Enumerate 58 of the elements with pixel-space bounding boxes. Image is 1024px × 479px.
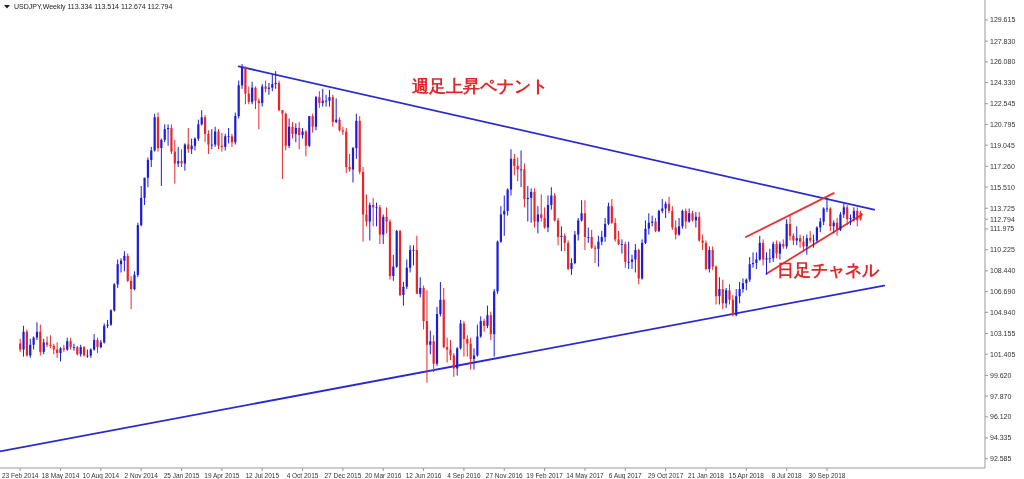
candlestick: [765, 251, 768, 276]
annotation: 日足チャネル: [777, 261, 880, 281]
candlestick: [217, 128, 220, 150]
candlestick: [294, 122, 297, 143]
candlestick: [382, 213, 385, 245]
candlestick: [768, 248, 771, 264]
candlestick: [530, 187, 533, 224]
candlestick: [708, 245, 711, 274]
candlestick: [698, 211, 701, 243]
candlestick: [536, 205, 539, 234]
candlestick: [177, 146, 180, 168]
candlestick: [368, 202, 371, 242]
candlestick: [627, 241, 630, 270]
candlestick: [587, 226, 590, 244]
candlestick: [718, 276, 721, 305]
candlestick: [483, 318, 486, 333]
candlestick: [35, 321, 39, 341]
candlestick: [375, 202, 378, 227]
candlestick: [630, 254, 634, 270]
candlestick: [22, 325, 25, 358]
candlestick: [116, 258, 119, 289]
candlestick: [452, 352, 455, 378]
candlestick: [624, 241, 627, 269]
candlestick: [425, 289, 429, 384]
candlestick: [62, 344, 65, 353]
candlestick: [123, 250, 126, 272]
candlestick: [311, 113, 314, 134]
candlestick: [214, 126, 217, 148]
candlestick: [540, 193, 543, 223]
candlestick: [795, 225, 798, 246]
candlestick: [429, 330, 432, 355]
candlestick: [748, 256, 751, 283]
candlestick: [324, 94, 328, 108]
candlestick: [203, 114, 207, 143]
candlestick: [45, 335, 49, 348]
candlestick: [72, 343, 76, 352]
candlestick: [583, 199, 587, 251]
candlestick: [486, 305, 489, 329]
candlestick: [684, 208, 687, 230]
candlestick: [725, 287, 728, 309]
candlestick: [412, 244, 415, 266]
candlestick: [674, 219, 677, 240]
candlestick: [39, 324, 42, 356]
candlestick: [735, 288, 738, 317]
candlestick: [489, 311, 492, 341]
candlestick: [772, 241, 775, 263]
candlestick: [261, 83, 264, 108]
candlestick: [610, 198, 613, 225]
candlestick: [230, 133, 234, 148]
candlestick: [419, 276, 422, 298]
candlestick: [432, 334, 435, 373]
candlestick: [721, 279, 724, 310]
annotation: 週足上昇ペナント: [411, 77, 548, 97]
candlestick: [620, 238, 624, 255]
candlestick: [251, 81, 254, 105]
candlestick: [799, 234, 802, 249]
candlestick: [560, 225, 563, 252]
candlestick: [227, 127, 230, 144]
